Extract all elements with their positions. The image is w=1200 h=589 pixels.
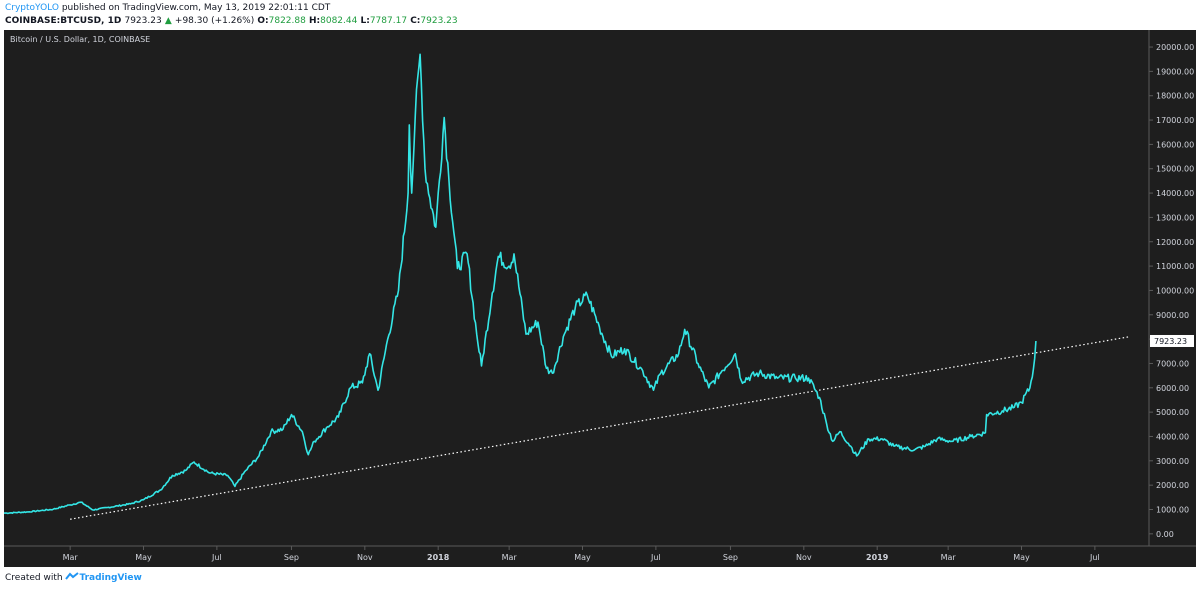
y-tick-label: 19000.00 (1156, 67, 1194, 76)
y-tick-label: 0.00 (1156, 530, 1174, 539)
y-tick-label: 10000.00 (1156, 286, 1194, 295)
price-tag (1150, 334, 1194, 347)
y-tick-label: 9000.00 (1156, 311, 1189, 320)
close-value: 7923.23 (420, 16, 458, 26)
y-tick-label: 12000.00 (1156, 238, 1194, 247)
y-tick-label: 18000.00 (1156, 92, 1194, 101)
trend-line (70, 336, 1130, 520)
tradingview-logo-icon[interactable]: TradingView (65, 572, 142, 583)
high-value: 8082.44 (320, 16, 358, 26)
price-axis (1149, 30, 1196, 567)
author-link[interactable]: CryptoYOLO (5, 3, 59, 13)
x-tick-label: Sep (723, 553, 738, 562)
x-tick-label: Nov (796, 553, 812, 562)
tradingview-brand: TradingView (79, 573, 142, 583)
x-tick-label: 2019 (866, 553, 889, 562)
price-line (4, 53, 1037, 515)
low-value: 7787.17 (369, 16, 408, 26)
change-value: +98.30 (+1.26%) (174, 16, 255, 26)
change-arrow-icon: ▲ (164, 16, 172, 26)
y-tick-label: 13000.00 (1156, 213, 1194, 222)
chart-background (4, 30, 1196, 567)
x-tick-label: Jul (1089, 553, 1100, 562)
y-tick-label: 7000.00 (1156, 359, 1189, 368)
x-tick-label: May (135, 553, 152, 562)
y-tick-label: 2000.00 (1156, 481, 1189, 490)
x-tick-label: Mar (941, 553, 957, 562)
x-tick-label: Sep (284, 553, 299, 562)
symbol-label: COINBASE:BTCUSD, 1D (5, 16, 122, 26)
last-price: 7923.23 (124, 16, 162, 26)
publish-info: published on TradingView.com, May 13, 20… (61, 3, 331, 13)
y-tick-label: 14000.00 (1156, 189, 1194, 198)
x-tick-label: Nov (357, 553, 373, 562)
price-tag-label: 7923.23 (1154, 337, 1187, 346)
y-tick-label: 17000.00 (1156, 116, 1194, 125)
y-tick-label: 4000.00 (1156, 432, 1189, 441)
y-tick-label: 15000.00 (1156, 165, 1194, 174)
created-with-label: Created with (5, 573, 63, 583)
y-tick-label: 20000.00 (1156, 43, 1194, 52)
open-value: 7822.88 (268, 16, 306, 26)
y-tick-label: 16000.00 (1156, 140, 1194, 149)
x-tick-label: Jul (211, 553, 222, 562)
y-tick-label: 11000.00 (1156, 262, 1194, 271)
y-tick-label: 6000.00 (1156, 384, 1189, 393)
publish-line: CryptoYOLO published on TradingView.com,… (5, 3, 330, 13)
x-tick-label: Mar (63, 553, 79, 562)
x-tick-label: May (574, 553, 591, 562)
x-tick-label: Mar (502, 553, 518, 562)
chart-title: Bitcoin / U.S. Dollar, 1D, COINBASE (10, 35, 150, 44)
low-label: L: (360, 16, 370, 26)
y-tick-label: 5000.00 (1156, 408, 1189, 417)
close-label: C: (410, 16, 421, 26)
x-tick-label: May (1013, 553, 1030, 562)
y-tick-label: 1000.00 (1156, 505, 1189, 514)
header: CryptoYOLO published on TradingView.com,… (0, 0, 1200, 30)
high-label: H: (308, 16, 321, 26)
y-tick-label: 3000.00 (1156, 457, 1189, 466)
ohlc-line: COINBASE:BTCUSD, 1D 7923.23 ▲ +98.30 (+1… (5, 16, 458, 26)
price-chart[interactable]: Bitcoin / U.S. Dollar, 1D, COINBASE 0.00 1… (4, 30, 1196, 567)
x-tick-label: 2018 (427, 553, 450, 562)
open-label: O: (257, 16, 269, 26)
footer: Created with TradingView (5, 572, 142, 583)
x-tick-label: Jul (650, 553, 661, 562)
